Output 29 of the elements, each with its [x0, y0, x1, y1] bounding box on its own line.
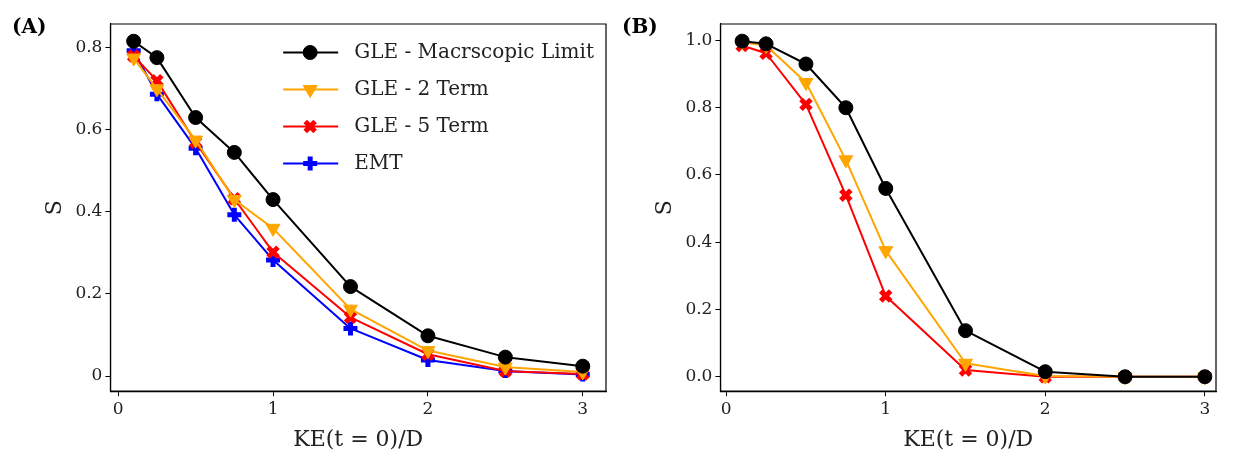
chart-title: (B) — [622, 14, 658, 39]
y-axis-title: S — [650, 200, 676, 216]
x-axis-title: KE(t = 0)/D — [903, 425, 1034, 451]
x-tick-label: 3 — [1199, 397, 1211, 418]
y-tick-label: 0.0 — [685, 365, 713, 386]
x-tick-label: 3 — [577, 397, 589, 418]
y-tick-label: 0.8 — [685, 96, 713, 117]
y-tick-label: 0.2 — [75, 282, 103, 303]
y-tick-label: 0.4 — [685, 230, 713, 251]
y-tick-label: 0.6 — [685, 163, 713, 184]
chart-title: (A) — [12, 14, 47, 39]
legend-label: GLE - Macrscopic Limit — [354, 38, 595, 63]
y-axis-title: S — [40, 200, 66, 216]
y-tick-label: 0 — [91, 364, 103, 385]
legend-label: GLE - 5 Term — [354, 112, 489, 137]
x-tick-label: 1 — [880, 397, 892, 418]
y-tick-label: 0.6 — [75, 118, 103, 139]
y-tick-label: 0.4 — [75, 200, 103, 221]
y-tick-label: 1.0 — [685, 28, 713, 49]
x-tick-label: 2 — [422, 397, 434, 418]
y-tick-label: 0.2 — [685, 297, 713, 318]
legend-label: EMT — [354, 149, 404, 174]
x-tick-label: 0 — [720, 397, 732, 418]
x-tick-label: 2 — [1039, 397, 1051, 418]
x-tick-label: 1 — [267, 397, 279, 418]
y-tick-label: 0.8 — [75, 36, 103, 57]
x-axis-title: KE(t = 0)/D — [293, 425, 424, 451]
legend-label: GLE - 2 Term — [354, 75, 489, 100]
x-tick-label: 0 — [112, 397, 124, 418]
